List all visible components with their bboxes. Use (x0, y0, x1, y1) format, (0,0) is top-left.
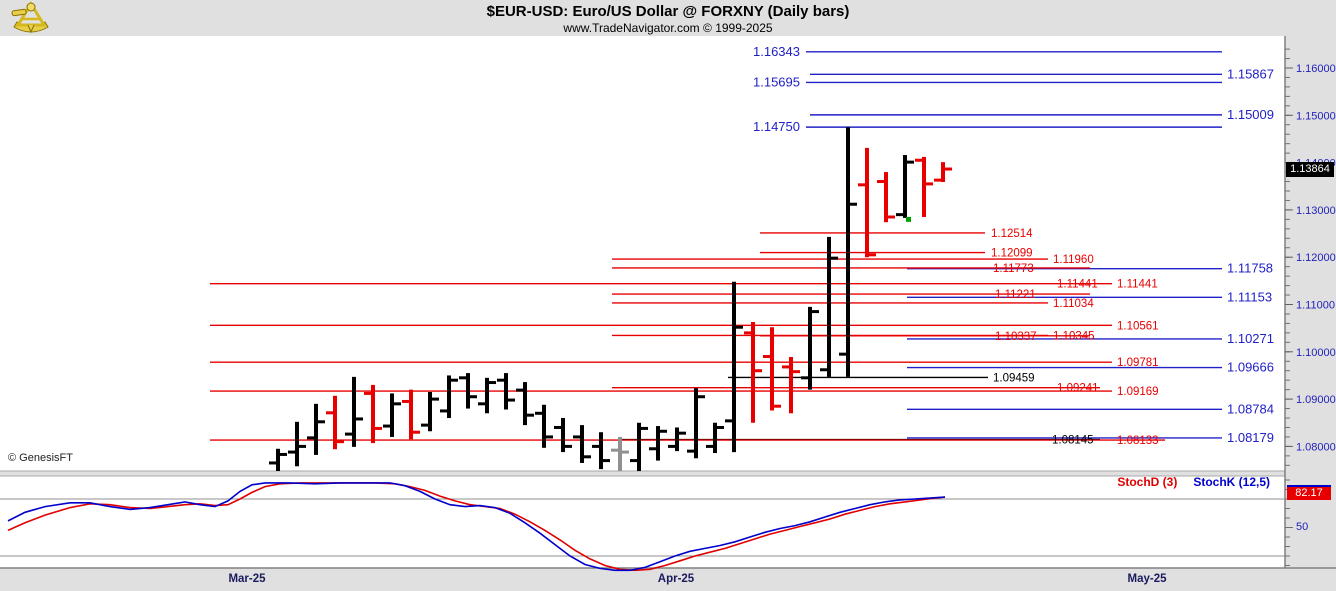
chart-subtitle: www.TradeNavigator.com © 1999-2025 (563, 21, 773, 35)
level-label-1.10337: 1.10337 (995, 331, 1037, 343)
trade-marker-icon (906, 216, 911, 222)
stoch-k-legend[interactable]: StochK (12,5) (1193, 475, 1270, 489)
level-label-1.11034: 1.11034 (1053, 298, 1094, 310)
level-label-1.11441: 1.11441 (1117, 279, 1158, 291)
level-label-1.09459: 1.09459 (993, 372, 1035, 384)
stoch-legend: StochD (3) StochK (12,5) (1117, 475, 1270, 489)
price-axis-label: 1.15000 (1296, 110, 1336, 122)
price-axis-label: 1.10000 (1296, 347, 1336, 359)
price-axis-label: 1.08000 (1296, 441, 1336, 453)
level-label-1.12514: 1.12514 (991, 228, 1033, 240)
level-label-1.11960: 1.11960 (1053, 254, 1094, 266)
level-label-1.09169: 1.09169 (1117, 386, 1159, 398)
price-axis-label: 1.12000 (1296, 252, 1336, 264)
level-label-1.09666: 1.09666 (1227, 360, 1274, 375)
level-label-1.11441: 1.11441 (1057, 279, 1098, 291)
price-panel[interactable] (0, 36, 1285, 471)
level-label-1.09781: 1.09781 (1117, 357, 1159, 369)
level-label-1.11758: 1.11758 (1227, 261, 1273, 276)
genesisft-logo (11, 1, 49, 34)
level-label-1.12099: 1.12099 (991, 248, 1033, 260)
level-label-1.08145: 1.08145 (1052, 435, 1094, 447)
stoch-value-tag: 82.17 (1287, 485, 1331, 500)
stoch-panel[interactable] (0, 476, 1285, 568)
price-axis-label: 1.09000 (1296, 394, 1336, 406)
level-label-1.10271: 1.10271 (1227, 331, 1274, 346)
stoch-axis-label-50: 50 (1296, 521, 1309, 533)
x-axis-label: May-25 (1128, 573, 1168, 585)
x-axis-label: Apr-25 (658, 573, 695, 585)
price-axis-label: 1.13000 (1296, 205, 1336, 217)
chart-title: $EUR-USD: Euro/US Dollar @ FORXNY (Daily… (486, 3, 850, 20)
level-label-1.15009: 1.15009 (1227, 107, 1274, 122)
level-label-1.08133: 1.08133 (1117, 435, 1159, 447)
level-label-1.14750: 1.14750 (753, 119, 800, 134)
level-label-1.16343: 1.16343 (753, 44, 800, 59)
stoch-d-legend[interactable]: StochD (3) (1117, 475, 1178, 489)
level-label-1.09241: 1.09241 (1057, 383, 1099, 395)
level-label-1.08179: 1.08179 (1227, 430, 1274, 445)
last-price-tag: 1.13864 (1286, 162, 1334, 177)
level-label-1.08784: 1.08784 (1227, 401, 1274, 416)
level-label-1.15695: 1.15695 (753, 74, 800, 89)
price-axis-label: 1.11000 (1296, 300, 1335, 312)
level-label-1.10561: 1.10561 (1117, 320, 1159, 332)
x-axis-label: Mar-25 (228, 573, 266, 585)
level-label-1.11773: 1.11773 (993, 263, 1034, 275)
level-label-1.15867: 1.15867 (1227, 66, 1274, 81)
stoch-k-line (7, 482, 946, 572)
level-label-1.11221: 1.11221 (995, 289, 1036, 301)
price-axis-label: 1.16000 (1296, 63, 1336, 75)
level-label-1.11153: 1.11153 (1227, 289, 1272, 304)
genesisft-watermark: © GenesisFT (8, 452, 73, 464)
level-label-1.10345: 1.10345 (1053, 330, 1095, 342)
